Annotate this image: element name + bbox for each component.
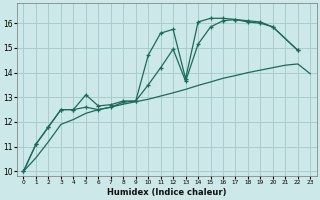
X-axis label: Humidex (Indice chaleur): Humidex (Indice chaleur) (107, 188, 227, 197)
